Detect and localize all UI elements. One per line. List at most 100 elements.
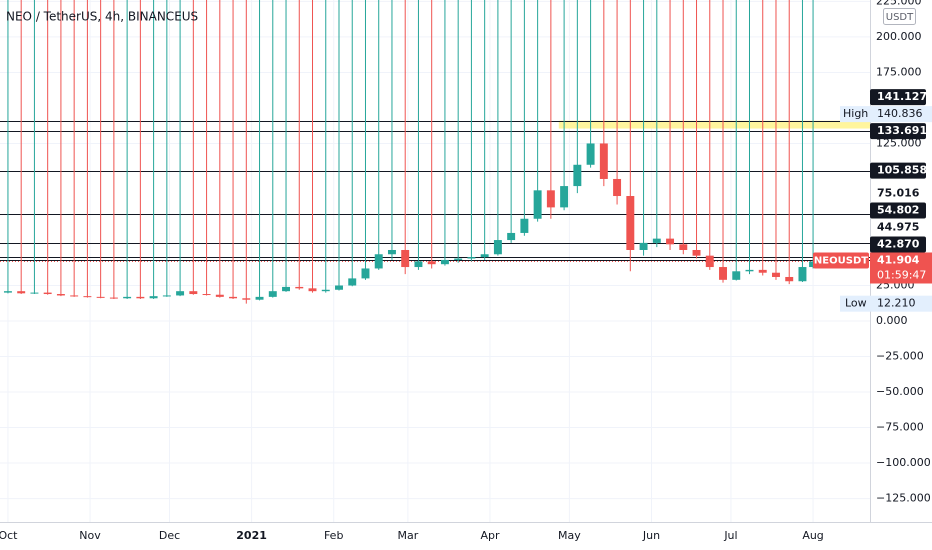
candle-body: [321, 289, 330, 292]
candle-body: [176, 291, 185, 296]
high-value: 140.836: [877, 107, 923, 120]
candle-body: [30, 292, 39, 294]
y-tick-label: 225.000: [876, 0, 922, 7]
price-label: 133.691: [877, 124, 927, 137]
currency[interactable]: USDT: [886, 12, 914, 23]
price-label-box: [870, 89, 926, 106]
candle-body: [626, 196, 635, 250]
x-tick-label: Apr: [480, 529, 500, 542]
candle-body: [745, 269, 754, 272]
candle-body: [123, 296, 132, 299]
symbol-box: [813, 252, 869, 269]
candle-body: [361, 268, 370, 279]
candle-body: [348, 278, 357, 286]
price-label-box: [870, 236, 926, 253]
candle-body: [666, 238, 675, 245]
price-label: 105.858: [877, 164, 927, 177]
candle-body: [586, 143, 595, 165]
candle-body: [480, 254, 489, 258]
candle-body: [70, 295, 79, 297]
candle-body: [467, 257, 476, 259]
candle-body: [427, 261, 436, 265]
candle-body: [785, 276, 794, 282]
candle-body: [162, 295, 171, 297]
y-tick-label: 200.000: [876, 30, 922, 43]
chart-title: NEO / TetherUS, 4h, BINANCEUS: [6, 10, 198, 24]
x-tick-label: Nov: [79, 529, 101, 542]
candle-body: [401, 249, 410, 268]
candle-body: [679, 244, 688, 250]
candle-body: [295, 286, 304, 289]
x-tick-label: Jul: [723, 529, 737, 542]
y-tick-label: 125.000: [876, 136, 922, 149]
y-tick-label: −100.000: [876, 456, 931, 469]
price-label: 75.016: [877, 186, 920, 199]
x-tick-label: Aug: [802, 529, 823, 542]
candle-body: [639, 242, 648, 250]
price-label-box: [870, 162, 926, 179]
candle-body: [719, 267, 727, 280]
highlight-zone: [558, 120, 870, 129]
x-tick-label: May: [558, 529, 581, 542]
candle-body: [414, 261, 423, 268]
candle-body: [507, 232, 516, 241]
candle-body: [798, 267, 807, 282]
candle-body: [599, 143, 608, 179]
candle-body: [758, 269, 767, 273]
plot: [0, 0, 870, 304]
candle-body: [652, 238, 661, 243]
countdown: 01:59:47: [877, 268, 926, 281]
candle-body: [533, 190, 542, 219]
candle-body: [149, 296, 158, 299]
candle-body: [387, 249, 396, 255]
price-label: 54.802: [877, 203, 919, 216]
low-value: 12.210: [877, 297, 916, 310]
candle-body: [520, 218, 529, 233]
price-label-box: [870, 123, 926, 140]
candle-body: [560, 186, 569, 208]
x-tick-label: Jun: [642, 529, 660, 542]
candle-body: [454, 258, 463, 260]
price-label: 42.870: [877, 237, 920, 250]
candle-body: [308, 288, 317, 292]
last-price-box: [870, 252, 932, 284]
candle-body: [573, 164, 582, 187]
y-tick-label: −25.000: [876, 350, 924, 363]
candle-body: [772, 272, 780, 277]
low-label-box: [840, 295, 932, 312]
x-tick-label: Dec: [159, 529, 180, 542]
candle-body: [335, 285, 343, 290]
y-tick-label: −125.000: [876, 492, 931, 505]
price-label: 141.127: [877, 90, 927, 103]
candle-body: [282, 286, 290, 292]
candle-body: [255, 296, 264, 300]
x-tick-label: Oct: [0, 529, 18, 542]
y-tick-label: 175.000: [876, 65, 922, 78]
low-name: Low: [845, 297, 867, 310]
candle-body: [17, 291, 26, 294]
candle-body: [136, 296, 145, 299]
price-label-box: [870, 202, 926, 219]
candle-body: [229, 296, 238, 299]
currency-box[interactable]: [883, 8, 916, 25]
high-name: High: [843, 107, 868, 120]
x-tick-label: Feb: [324, 529, 343, 542]
high-label-box: [840, 106, 932, 123]
candle-body: [56, 294, 65, 296]
y-tick-label: −50.000: [876, 385, 924, 398]
candle-body: [613, 178, 622, 197]
symbol-label: NEOUSDT: [814, 255, 868, 266]
candle-body: [109, 297, 118, 299]
candle-body: [215, 294, 224, 297]
candle-body: [268, 291, 277, 297]
x-tick-label: Mar: [397, 529, 418, 542]
candle-body: [440, 259, 449, 265]
candle-body: [692, 249, 701, 256]
y-tick-label: −75.000: [876, 421, 924, 434]
candle-body: [43, 292, 52, 295]
last-price: 41.904: [877, 253, 920, 266]
